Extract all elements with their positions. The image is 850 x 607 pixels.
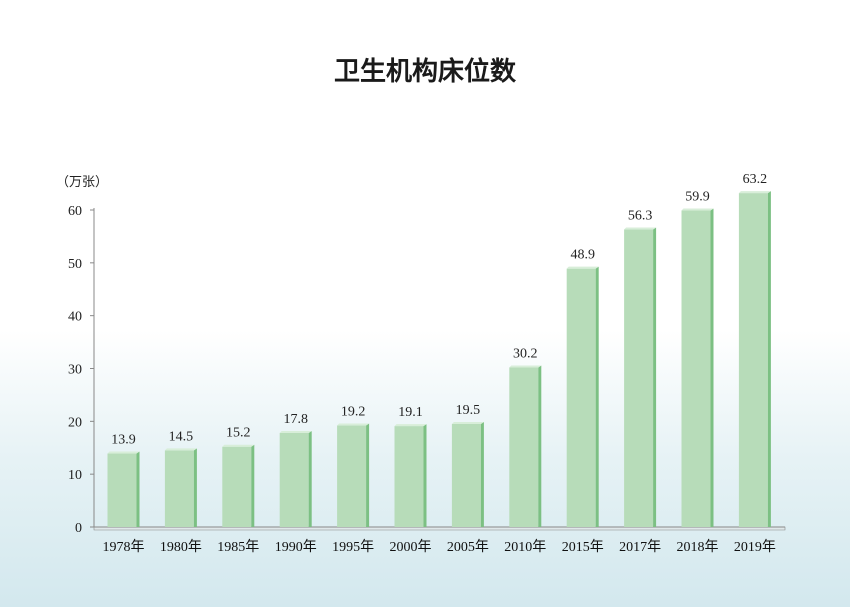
bar-front (222, 446, 252, 527)
y-tick-label: 20 (68, 415, 82, 430)
bar-side (710, 208, 714, 528)
x-tick-label: 1995年 (332, 539, 374, 555)
y-tick-labels: 0 10 20 30 40 50 60 (68, 204, 94, 536)
y-tick-label: 0 (75, 521, 82, 536)
bar-side (136, 451, 140, 527)
data-label: 15.2 (226, 426, 251, 441)
x-tick-label: 2018年 (677, 539, 719, 555)
x-tick-label: 2010年 (504, 539, 546, 555)
bar-side (653, 227, 657, 527)
data-label: 59.9 (685, 190, 710, 205)
bar-top (681, 208, 714, 211)
data-label: 13.9 (111, 433, 136, 448)
bar (394, 424, 427, 527)
bar-front (738, 193, 768, 528)
bar-top (509, 365, 542, 368)
y-tick-label: 60 (68, 204, 82, 219)
y-tick-label: 10 (68, 468, 82, 483)
data-label: 19.5 (456, 403, 481, 418)
bar (624, 227, 657, 527)
bar-side (767, 191, 771, 528)
bar-front (394, 426, 424, 527)
bar (681, 208, 714, 528)
x-tick-label: 1980年 (160, 539, 202, 555)
data-label: 30.2 (513, 346, 538, 361)
x-tick-label: 2005年 (447, 539, 489, 555)
bar-front (279, 432, 309, 527)
x-tick-labels: 1978年 1980年 1985年 1990年 1995年 2000年 2005年 2010年… (103, 539, 776, 555)
y-tick-label: 30 (68, 363, 82, 378)
bar-side (366, 423, 370, 527)
y-tick-label: 40 (68, 310, 82, 325)
chart-title: 卫生机构床位数 (334, 56, 517, 87)
data-label: 19.1 (398, 405, 423, 420)
bar-top (222, 444, 255, 447)
bar-front (509, 367, 539, 527)
x-tick-label: 1990年 (275, 539, 317, 555)
data-labels: 13.9 14.5 15.2 17.8 19.2 19.1 19.5 30.2 48.9 56.3… (111, 172, 767, 447)
data-label: 14.5 (169, 429, 194, 444)
data-label: 19.2 (341, 405, 366, 420)
bar (107, 451, 140, 527)
bar-top (624, 227, 657, 230)
bar (164, 448, 197, 527)
bar-front (681, 210, 711, 528)
bar-front (107, 453, 137, 527)
bar (451, 421, 484, 527)
bar-top (107, 451, 140, 454)
bar-side (538, 365, 542, 527)
bar (738, 191, 771, 528)
y-axis-unit-label: （万张） (56, 175, 108, 190)
bar-front (451, 423, 481, 527)
bar-top (394, 424, 427, 427)
data-label: 17.8 (283, 412, 308, 427)
bar-top (451, 421, 484, 424)
bar-side (251, 444, 255, 527)
x-tick-label: 2000年 (390, 539, 432, 555)
bar-side (308, 430, 312, 527)
bar (337, 423, 370, 527)
bar-top (566, 266, 599, 269)
bar-side (595, 266, 599, 527)
bar-top (279, 430, 312, 433)
bar-top (164, 448, 197, 451)
bar-top (337, 423, 370, 426)
bar-side (480, 421, 484, 527)
x-tick-label: 2019年 (734, 539, 776, 555)
x-tick-label: 2017年 (619, 539, 661, 555)
y-tick-label: 50 (68, 257, 82, 272)
bar-side (423, 424, 427, 527)
bars (107, 191, 771, 528)
x-tick-label: 1985年 (217, 539, 259, 555)
data-label: 56.3 (628, 209, 653, 224)
bar (222, 444, 255, 527)
bar-front (164, 450, 194, 527)
bar (509, 365, 542, 527)
bar-top (738, 191, 771, 194)
data-label: 48.9 (570, 248, 595, 263)
x-tick-label: 2015年 (562, 539, 604, 555)
x-tick-label: 1978年 (103, 539, 145, 555)
bar-side (193, 448, 197, 527)
bar (566, 266, 599, 527)
axes (93, 208, 786, 531)
bar-front (624, 229, 654, 527)
bar-front (337, 425, 367, 527)
bar (279, 430, 312, 527)
data-label: 63.2 (743, 172, 768, 187)
bar-front (566, 268, 596, 527)
